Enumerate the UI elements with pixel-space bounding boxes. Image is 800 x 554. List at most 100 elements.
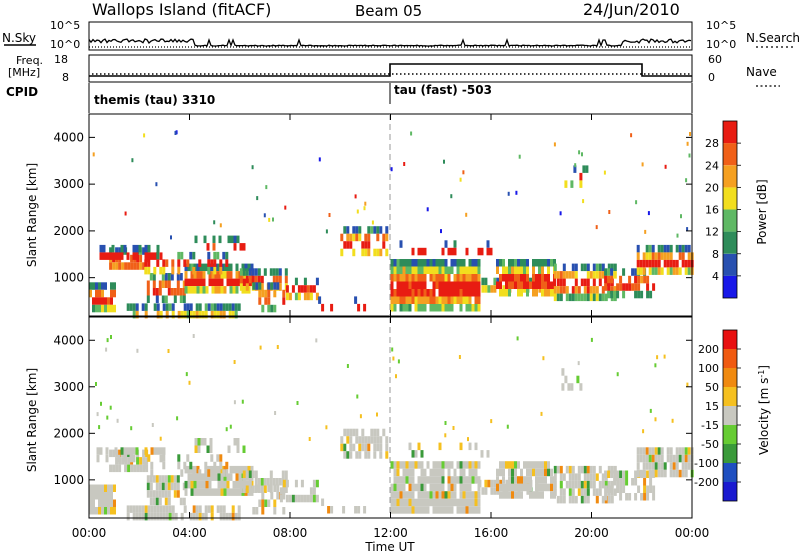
velocity-colorbar-label-sup: -1 — [757, 370, 766, 378]
heatmap-cell — [520, 476, 523, 484]
heatmap-cell — [459, 476, 463, 484]
heatmap-cell — [414, 266, 418, 274]
heatmap-cell — [444, 421, 447, 425]
heatmap-cell — [202, 488, 206, 496]
heatmap-cell — [303, 277, 307, 286]
heatmap-cell — [376, 226, 380, 234]
cpid-label: CPID — [6, 85, 38, 99]
heatmap-cell — [408, 476, 412, 484]
heatmap-cell — [393, 476, 397, 484]
heatmap-cell — [601, 286, 605, 294]
heatmap-cell — [590, 337, 593, 342]
heatmap-cell — [132, 505, 136, 513]
heatmap-cell — [405, 281, 409, 289]
heatmap-cell — [226, 263, 230, 272]
heatmap-cell — [669, 244, 673, 253]
heatmap-cell — [686, 382, 689, 387]
heatmap-cell — [447, 491, 451, 499]
heatmap-cell — [273, 304, 277, 313]
heatmap-cell — [432, 498, 436, 507]
heatmap-cell — [361, 436, 365, 444]
noise-sky-line — [88, 38, 692, 48]
heatmap-cell — [456, 281, 460, 289]
heatmap-cell — [346, 364, 349, 368]
heatmap-cell — [190, 480, 194, 489]
heatmap-cell — [681, 244, 685, 253]
heatmap-cell — [657, 244, 661, 253]
heatmap-cell — [158, 482, 162, 491]
heatmap-cell — [177, 310, 181, 319]
heatmap-cell — [502, 266, 505, 274]
heatmap-cell — [477, 296, 481, 304]
heatmap-cell — [232, 286, 236, 294]
heatmap-cell — [477, 274, 481, 282]
heatmap-cell — [502, 274, 505, 282]
heatmap-cell — [514, 491, 517, 499]
heatmap-cell — [654, 462, 658, 470]
heatmap-cell — [303, 285, 307, 293]
heatmap-cell — [165, 303, 169, 311]
heatmap-cell — [184, 271, 188, 279]
heatmap-cell — [477, 281, 481, 289]
heatmap-cell — [577, 293, 581, 302]
heatmap-cell — [444, 498, 448, 507]
heatmap-cell — [142, 464, 146, 473]
heatmap-cell — [196, 473, 200, 481]
heatmap-cell — [645, 252, 649, 260]
heatmap-cell — [583, 473, 587, 481]
heatmap-cell — [355, 428, 359, 437]
heatmap-cell — [550, 476, 553, 484]
heatmap-cell — [95, 282, 98, 290]
heatmap-cell — [447, 498, 451, 507]
heatmap-cell — [574, 263, 578, 272]
heatmap-cell — [687, 267, 691, 275]
heatmap-cell — [435, 266, 439, 274]
heatmap-cell — [135, 512, 139, 521]
heatmap-cell — [628, 283, 632, 291]
heatmap-cell — [208, 488, 212, 496]
heatmap-cell — [99, 244, 103, 253]
heatmap-cell — [657, 454, 661, 463]
heatmap-cell — [189, 251, 193, 260]
heatmap-cell — [426, 266, 430, 274]
heatmap-cell — [468, 506, 472, 514]
heatmap-cell — [417, 274, 421, 282]
heatmap-cell — [417, 491, 421, 499]
heatmap-cell — [107, 304, 110, 313]
colorbar-swatch — [723, 425, 737, 444]
heatmap-cell — [450, 194, 453, 199]
heatmap-cell — [396, 491, 400, 499]
heatmap-cell — [205, 480, 209, 489]
heatmap-cell — [471, 498, 475, 507]
heatmap-cell — [226, 271, 230, 279]
heatmap-cell — [111, 244, 115, 253]
heatmap-cell — [211, 473, 215, 481]
heatmap-cell — [571, 488, 575, 496]
heatmap-cell — [373, 451, 377, 459]
heatmap-cell — [278, 283, 282, 291]
heatmap-cell — [553, 480, 557, 489]
heatmap-cell — [538, 281, 541, 289]
heatmap-cell — [364, 201, 367, 206]
heatmap-cell — [432, 506, 436, 514]
heatmap-cell — [217, 286, 221, 294]
heatmap-cell — [390, 506, 394, 514]
heatmap-cell — [610, 470, 614, 478]
heatmap-cell — [173, 490, 177, 498]
heatmap-cell — [511, 266, 514, 274]
heatmap-cell — [426, 296, 430, 304]
heatmap-cell — [669, 259, 673, 268]
heatmap-cell — [165, 259, 169, 267]
heatmap-cell — [429, 259, 433, 267]
heatmap-cell — [432, 491, 436, 499]
heatmap-cell — [559, 465, 563, 474]
heatmap-cell — [199, 263, 203, 272]
heatmap-cell — [149, 490, 153, 498]
heatmap-cell — [237, 505, 241, 513]
heatmap-cell — [474, 506, 478, 514]
heatmap-cell — [104, 499, 107, 507]
heatmap-cell — [474, 498, 478, 507]
heatmap-cell — [202, 473, 206, 481]
heatmap-cell — [285, 479, 289, 488]
heatmap-cell — [162, 505, 166, 513]
